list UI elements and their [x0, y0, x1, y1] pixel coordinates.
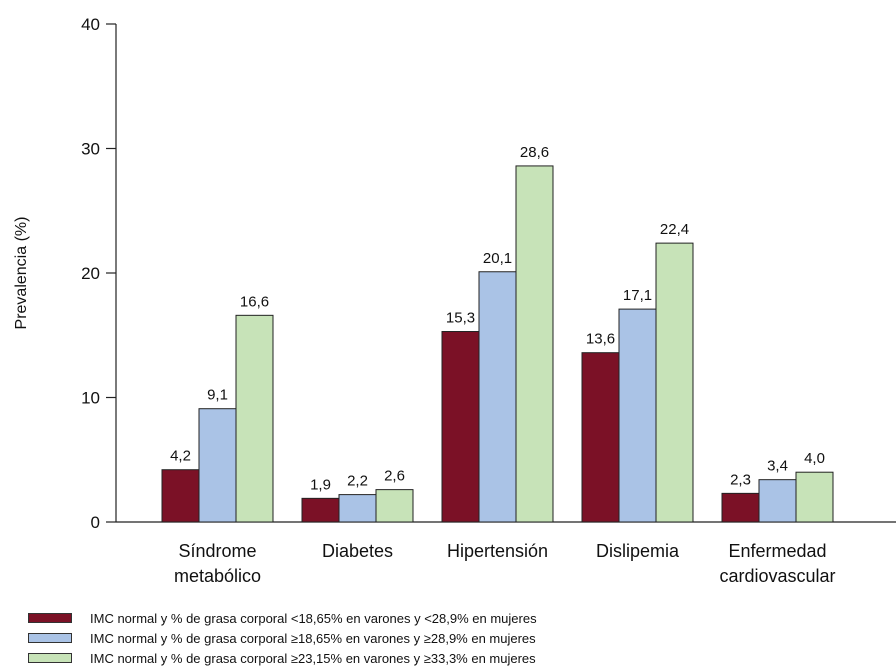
bar — [478, 271, 517, 523]
bar — [581, 352, 620, 523]
bar-value-label: 4,2 — [170, 448, 191, 465]
legend-item-series-3: IMC normal y % de grasa corporal ≥23,15%… — [28, 648, 537, 668]
x-category-label: Síndrome — [178, 541, 256, 561]
bar-value-label: 2,6 — [384, 468, 405, 485]
bar-value-label: 17,1 — [623, 287, 652, 304]
legend-label-series-1: IMC normal y % de grasa corporal <18,65%… — [90, 610, 537, 626]
bar — [301, 497, 340, 523]
bar-value-label: 4,0 — [804, 450, 825, 467]
x-category-label: Hipertensión — [447, 541, 548, 561]
bar-chart: 0 10 20 30 40 Prevalencia (%) 4,2 9,1 16,6 Síndro… — [13, 15, 896, 586]
bar — [338, 494, 377, 523]
bar — [198, 408, 237, 523]
bar — [758, 479, 797, 523]
legend-item-series-1: IMC normal y % de grasa corporal <18,65%… — [28, 608, 537, 628]
bar-value-label: 16,6 — [240, 293, 269, 310]
x-category-label: Diabetes — [322, 541, 393, 561]
x-category-label: cardiovascular — [719, 566, 835, 586]
bar — [375, 489, 414, 523]
bar — [235, 314, 274, 523]
y-tick-label: 10 — [81, 389, 100, 408]
bar-value-label: 2,3 — [730, 471, 751, 488]
bar — [161, 469, 200, 523]
bar — [618, 308, 657, 523]
bar-value-label: 13,6 — [586, 331, 615, 348]
bar-value-label: 15,3 — [446, 310, 475, 327]
y-tick-label: 30 — [81, 140, 100, 159]
bar-value-label: 3,4 — [767, 458, 788, 475]
legend-label-series-2: IMC normal y % de grasa corporal ≥18,65%… — [90, 630, 536, 646]
y-axis-title: Prevalencia (%) — [13, 217, 30, 330]
x-category-label: Enfermedad — [728, 541, 826, 561]
y-tick-label: 40 — [81, 15, 100, 34]
bar — [515, 165, 554, 523]
y-tick-label: 0 — [91, 513, 100, 532]
bar-value-label: 9,1 — [207, 387, 228, 404]
y-tick-label: 20 — [81, 264, 100, 283]
legend-item-series-2: IMC normal y % de grasa corporal ≥18,65%… — [28, 628, 537, 648]
bar-value-label: 20,1 — [483, 250, 512, 267]
x-category-label: Dislipemia — [596, 541, 680, 561]
legend-label-series-3: IMC normal y % de grasa corporal ≥23,15%… — [90, 650, 536, 666]
bar — [795, 471, 834, 523]
bar-value-label: 22,4 — [660, 221, 689, 238]
bar — [655, 242, 694, 523]
legend-swatch-series-2 — [28, 633, 72, 643]
x-category-label: metabólico — [174, 566, 261, 586]
bar — [721, 492, 760, 523]
bar — [441, 331, 480, 523]
bar-value-label: 2,2 — [347, 473, 368, 490]
bar-value-label: 28,6 — [520, 144, 549, 161]
legend-swatch-series-3 — [28, 653, 72, 663]
legend-swatch-series-1 — [28, 613, 72, 623]
legend: IMC normal y % de grasa corporal <18,65%… — [28, 608, 537, 668]
bar-value-label: 1,9 — [310, 476, 331, 493]
